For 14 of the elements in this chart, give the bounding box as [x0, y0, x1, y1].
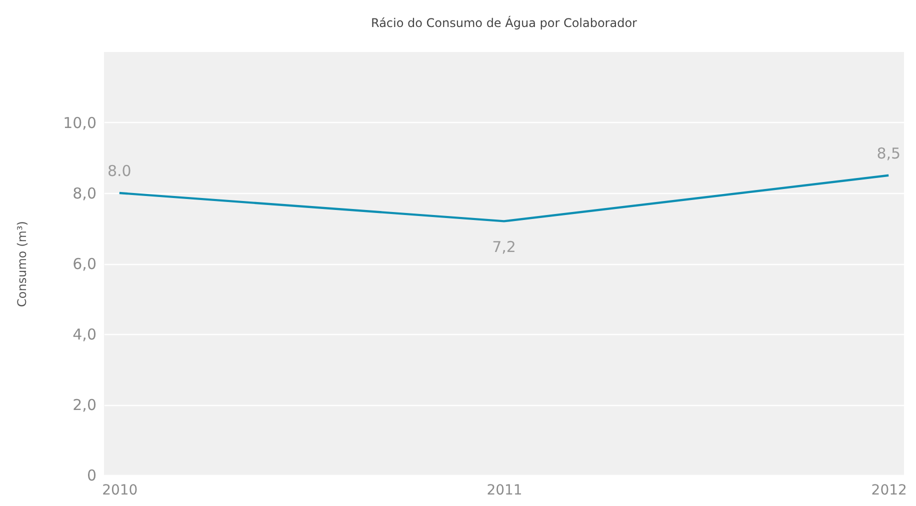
y-tick-label: 2,0: [72, 396, 96, 414]
y-tick-label: 4,0: [72, 326, 96, 344]
x-tick-label: 2012: [871, 482, 907, 498]
y-tick-label: 0: [86, 466, 96, 484]
y-tick-label: 6,0: [72, 255, 96, 273]
data-label: 7,2: [492, 238, 516, 256]
y-axis-title: Consumo (m³): [15, 221, 30, 307]
x-tick-label: 2010: [102, 482, 138, 498]
data-label: 8,5: [876, 144, 901, 162]
x-tick-label: 2011: [486, 482, 522, 498]
data-label: 8.0: [107, 162, 132, 180]
y-tick-label: 10,0: [63, 114, 96, 132]
chart-title: Rácio do Consumo de Água por Colaborador: [371, 15, 638, 30]
y-tick-label: 8,0: [72, 184, 96, 202]
